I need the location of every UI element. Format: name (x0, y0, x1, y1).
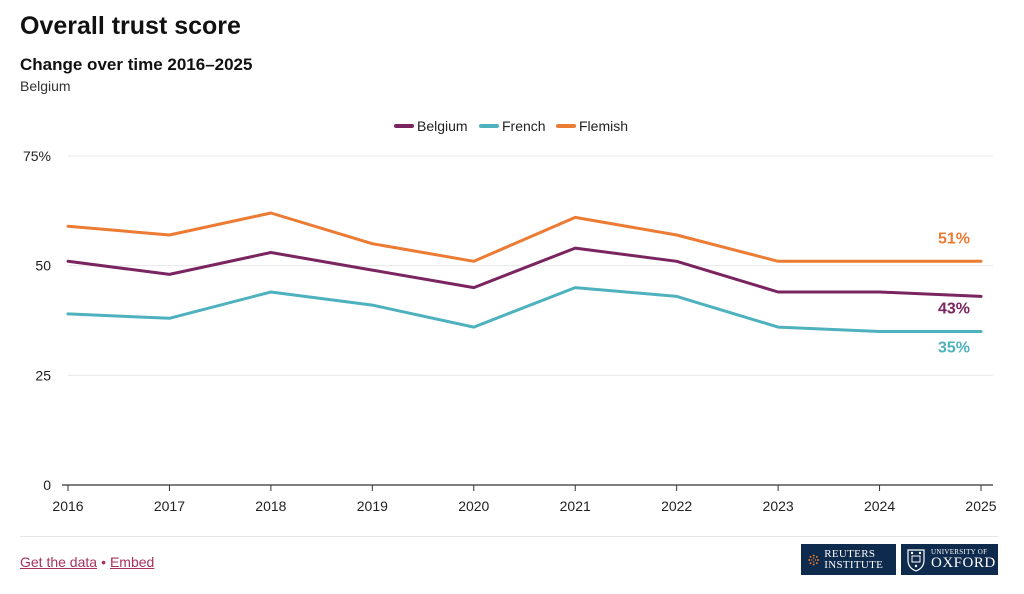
oxford-crest-icon (907, 548, 925, 572)
series-line-french (66, 286, 983, 333)
series-line-flemish (66, 211, 983, 263)
series-line-belgium (66, 246, 983, 298)
y-tick-label: 75% (23, 148, 51, 164)
x-tick-label: 2024 (864, 498, 895, 514)
reuters-dots-icon (808, 554, 819, 565)
line-chart: 0 25 50 75% 2016 2017 2018 2019 2020 2021 2022 2023… (23, 118, 997, 514)
x-tick-label: 2019 (357, 498, 388, 514)
legend-label-flemish: Flemish (579, 118, 628, 134)
y-tick-label: 50 (35, 258, 51, 274)
series-end-label-flemish: 51% (938, 230, 970, 247)
embed-link[interactable]: Embed (109, 554, 155, 570)
get-data-link[interactable]: Get the data (20, 554, 98, 570)
chart-title: Overall trust score (20, 12, 241, 40)
x-tick-label: 2025 (965, 498, 996, 514)
reuters-logo-text: REUTERS INSTITUTE (824, 547, 884, 571)
oxford-logo-big-text: OXFORD (931, 554, 996, 571)
chart-caption: Belgium (20, 78, 71, 94)
footer-divider (20, 536, 998, 537)
y-tick-label: 25 (35, 367, 51, 383)
x-tick-label: 2020 (458, 498, 489, 514)
series-end-label-belgium: 43% (938, 300, 970, 317)
reuters-institute-logo[interactable]: REUTERS INSTITUTE (801, 544, 896, 575)
x-tick-label: 2023 (763, 498, 794, 514)
x-tick-label: 2021 (560, 498, 591, 514)
oxford-logo-small-text: UNIVERSITY OF (931, 547, 988, 556)
footer-links: Get the data • Embed (20, 554, 154, 570)
oxford-logo-text: UNIVERSITY OF OXFORD (931, 547, 996, 571)
chart-subtitle: Change over time 2016–2025 (20, 55, 253, 74)
x-tick-label: 2016 (52, 498, 83, 514)
x-tick-label: 2022 (661, 498, 692, 514)
x-tick-label: 2017 (154, 498, 185, 514)
legend-label-french: French (502, 118, 546, 134)
x-tick-label: 2018 (255, 498, 286, 514)
footer-separator: • (101, 554, 106, 570)
y-tick-label: 0 (43, 477, 51, 493)
legend-label-belgium: Belgium (417, 118, 468, 134)
university-of-oxford-logo[interactable]: UNIVERSITY OF OXFORD (901, 544, 998, 575)
series-end-label-french: 35% (938, 339, 970, 356)
